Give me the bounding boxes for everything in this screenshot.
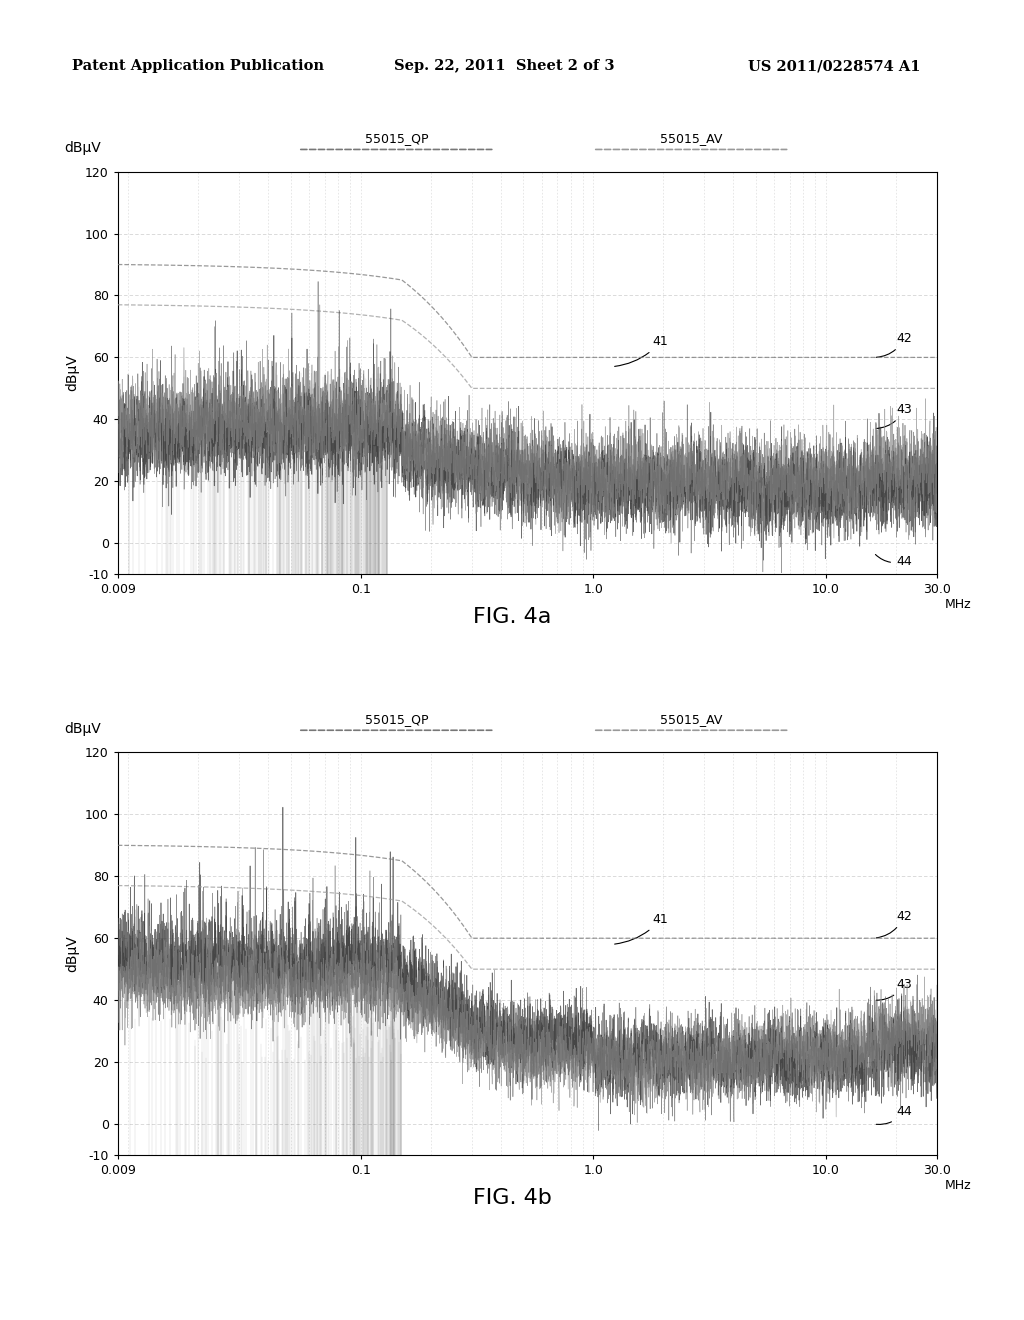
Text: 43: 43 [877, 978, 911, 1001]
Y-axis label: dBμV: dBμV [66, 936, 79, 972]
Text: FIG. 4b: FIG. 4b [472, 1188, 552, 1208]
Text: Sep. 22, 2011  Sheet 2 of 3: Sep. 22, 2011 Sheet 2 of 3 [394, 59, 614, 74]
Text: 44: 44 [877, 1105, 911, 1125]
Text: Patent Application Publication: Patent Application Publication [72, 59, 324, 74]
Text: 41: 41 [614, 335, 669, 367]
Text: 43: 43 [877, 403, 911, 429]
Text: 55015_QP: 55015_QP [365, 132, 428, 145]
Text: 42: 42 [877, 331, 911, 358]
Text: 55015_AV: 55015_AV [660, 713, 722, 726]
Text: FIG. 4a: FIG. 4a [473, 607, 551, 627]
Text: dBμV: dBμV [65, 141, 101, 156]
Text: 44: 44 [876, 554, 911, 568]
Text: MHz: MHz [945, 1179, 972, 1192]
Text: 55015_AV: 55015_AV [660, 132, 722, 145]
Text: 55015_QP: 55015_QP [365, 713, 428, 726]
Text: dBμV: dBμV [65, 722, 101, 737]
Text: MHz: MHz [945, 598, 972, 611]
Text: 41: 41 [614, 912, 669, 944]
Y-axis label: dBμV: dBμV [66, 355, 79, 391]
Text: 42: 42 [877, 909, 911, 939]
Text: US 2011/0228574 A1: US 2011/0228574 A1 [748, 59, 920, 74]
